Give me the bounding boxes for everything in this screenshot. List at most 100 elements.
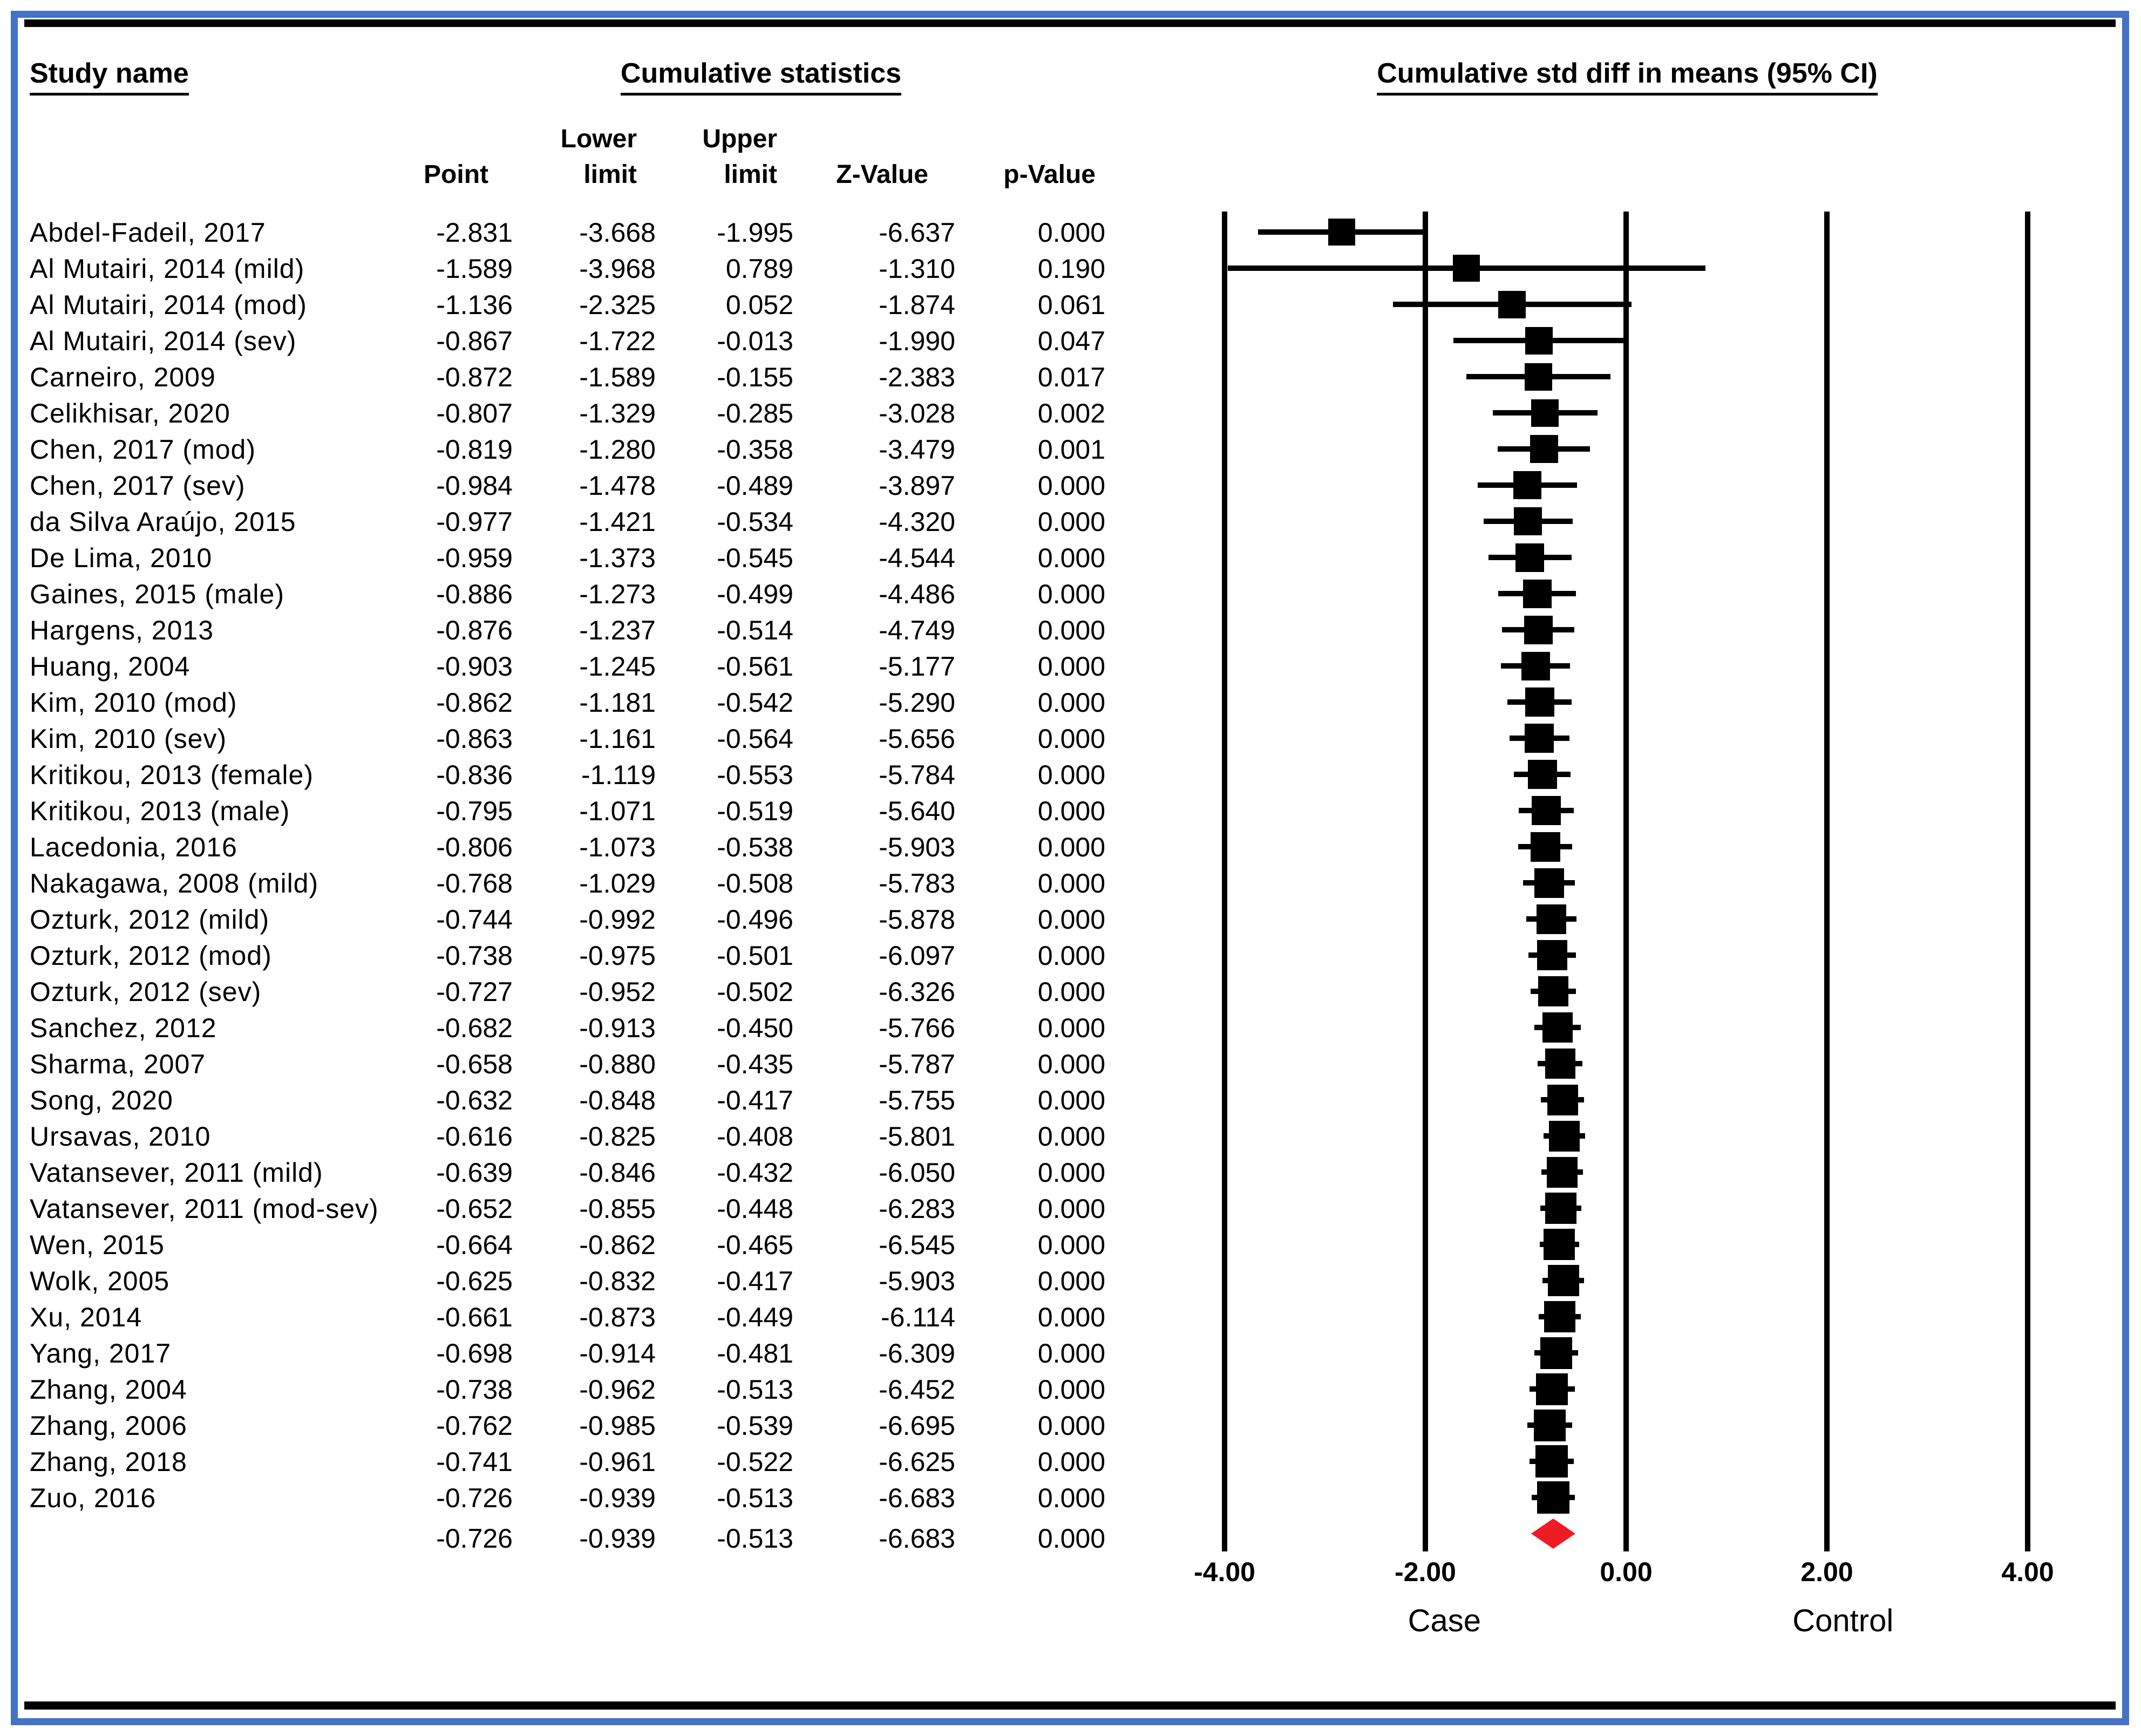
- upper-limit-value: -0.564: [717, 724, 793, 754]
- p-value: 0.000: [1037, 543, 1105, 573]
- lower-limit-value: -1.273: [579, 579, 656, 609]
- table-row: Sanchez, 2012 -0.682 -0.913 -0.450 -5.766 0.0…: [0, 1009, 1133, 1046]
- point-header: Point: [424, 160, 488, 189]
- lower-limit-value: -0.873: [579, 1302, 656, 1332]
- point-value: -0.652: [436, 1194, 513, 1224]
- upper-limit-value: -0.435: [717, 1049, 793, 1079]
- lower-limit-value: -0.825: [579, 1121, 656, 1152]
- upper-limit-value: -0.553: [717, 760, 793, 790]
- z-value: -6.695: [879, 1411, 955, 1441]
- table-row: Hargens, 2013 -0.876 -1.237 -0.514 -4.749 0.0…: [0, 611, 1133, 648]
- lower-limit-value: -2.325: [579, 290, 656, 320]
- point-value: -0.977: [436, 507, 513, 537]
- z-value: -5.784: [879, 760, 955, 790]
- control-axis-label: Control: [1792, 1603, 1894, 1638]
- study-name: Yang, 2017: [30, 1338, 172, 1369]
- study-name: da Silva Araújo, 2015: [30, 507, 296, 537]
- table-row: Wolk, 2005 -0.625 -0.832 -0.417 -5.903 0.000: [0, 1262, 1133, 1299]
- study-name: Zhang, 2018: [30, 1447, 187, 1477]
- p-value: 0.000: [1037, 615, 1105, 645]
- p-value: 0.000: [1037, 1302, 1105, 1332]
- table-row: Al Mutairi, 2014 (mod) -1.136 -2.325 0.052 -…: [0, 286, 1133, 323]
- study-name: Al Mutairi, 2014 (mod): [30, 290, 307, 320]
- lower-limit-value: -0.939: [579, 1523, 656, 1554]
- lower-limit-header: limit: [583, 160, 637, 189]
- z-value: -4.486: [879, 579, 955, 609]
- study-name: Wolk, 2005: [30, 1266, 170, 1296]
- table-row: Xu, 2014 -0.661 -0.873 -0.449 -6.114 0.000: [0, 1298, 1133, 1335]
- study-name: Abdel-Fadeil, 2017: [30, 217, 266, 248]
- point-estimate-marker: [1530, 435, 1558, 463]
- point-value: -0.819: [436, 434, 513, 465]
- p-value: 0.000: [1037, 1049, 1105, 1079]
- upper-limit-value: -0.013: [717, 326, 793, 356]
- p-value: 0.000: [1037, 1411, 1105, 1441]
- p-value: 0.000: [1037, 1266, 1105, 1296]
- p-value: 0.017: [1037, 362, 1105, 392]
- table-row: Kim, 2010 (sev) -0.863 -1.161 -0.564 -5.656 0…: [0, 720, 1133, 757]
- p-value: 0.000: [1037, 1158, 1105, 1188]
- point-estimate-marker: [1524, 615, 1553, 644]
- p-value: 0.000: [1037, 1194, 1105, 1224]
- table-row: Celikhisar, 2020 -0.807 -1.329 -0.285 -3.028…: [0, 394, 1133, 431]
- study-name: Vatansever, 2011 (mild): [30, 1158, 323, 1188]
- study-name: Chen, 2017 (mod): [30, 434, 256, 465]
- upper-limit-value: -0.358: [717, 434, 793, 465]
- study-name: Nakagawa, 2008 (mild): [30, 868, 319, 898]
- point-estimate-marker: [1531, 399, 1559, 427]
- p-value: 0.000: [1037, 579, 1105, 609]
- study-name: Kim, 2010 (sev): [30, 724, 227, 754]
- lower-limit-value: -0.985: [579, 1411, 656, 1441]
- lower-limit-value: -0.962: [579, 1374, 656, 1405]
- lower-limit-value: -1.280: [579, 434, 656, 465]
- study-name: Vatansever, 2011 (mod-sev): [30, 1194, 379, 1224]
- point-estimate-marker: [1544, 1301, 1576, 1332]
- study-name: Chen, 2017 (sev): [30, 471, 246, 501]
- p-value: 0.000: [1037, 1085, 1105, 1115]
- point-value: -0.738: [436, 1374, 513, 1405]
- point-estimate-marker: [1514, 507, 1542, 535]
- point-estimate-marker: [1534, 868, 1564, 898]
- upper-limit-value: -0.514: [717, 615, 793, 645]
- point-estimate-marker: [1530, 832, 1560, 862]
- point-value: -0.664: [436, 1230, 513, 1260]
- study-name: Al Mutairi, 2014 (sev): [30, 326, 297, 356]
- table-row: Kritikou, 2013 (female) -0.836 -1.119 -0.55…: [0, 756, 1133, 793]
- upper-limit-value: 0.789: [725, 254, 793, 284]
- lower-header: Lower: [560, 125, 637, 153]
- point-estimate-marker: [1532, 796, 1561, 825]
- point-estimate-marker: [1525, 363, 1553, 391]
- point-value: -0.726: [436, 1523, 513, 1554]
- z-value: -5.290: [879, 687, 955, 718]
- z-value: -3.479: [879, 434, 955, 465]
- point-estimate-marker: [1537, 940, 1567, 970]
- axis-gridline: [1623, 212, 1629, 1551]
- upper-limit-value: -0.539: [717, 1411, 793, 1441]
- upper-limit-value: -0.545: [717, 543, 793, 573]
- point-value: -1.589: [436, 254, 513, 284]
- p-value: 0.000: [1037, 507, 1105, 537]
- upper-limit-value: -0.499: [717, 579, 793, 609]
- lower-limit-value: -1.071: [579, 796, 656, 826]
- point-value: -0.768: [436, 868, 513, 898]
- table-row: Wen, 2015 -0.664 -0.862 -0.465 -6.545 0.000: [0, 1226, 1133, 1263]
- axis-tick-label: 0.00: [1600, 1557, 1653, 1587]
- point-estimate-marker: [1545, 1049, 1575, 1079]
- point-estimate-marker: [1547, 1084, 1578, 1115]
- z-value: -1.310: [879, 254, 955, 284]
- study-name: Ozturk, 2012 (mild): [30, 904, 270, 935]
- lower-limit-value: -1.589: [579, 362, 656, 392]
- lower-limit-value: -1.181: [579, 687, 656, 718]
- axis-gridline: [1423, 212, 1428, 1551]
- study-name: Celikhisar, 2020: [30, 398, 230, 428]
- table-row: Ozturk, 2012 (mild) -0.744 -0.992 -0.496 -5.…: [0, 901, 1133, 937]
- point-value: -0.625: [436, 1266, 513, 1296]
- p-value: 0.000: [1037, 796, 1105, 826]
- upper-limit-value: -0.408: [717, 1121, 793, 1152]
- study-name: Xu, 2014: [30, 1302, 142, 1332]
- point-value: -0.741: [436, 1447, 513, 1477]
- point-value: -0.727: [436, 977, 513, 1007]
- z-value: -6.683: [879, 1523, 955, 1554]
- point-value: -0.836: [436, 760, 513, 790]
- z-value: -6.625: [879, 1447, 955, 1477]
